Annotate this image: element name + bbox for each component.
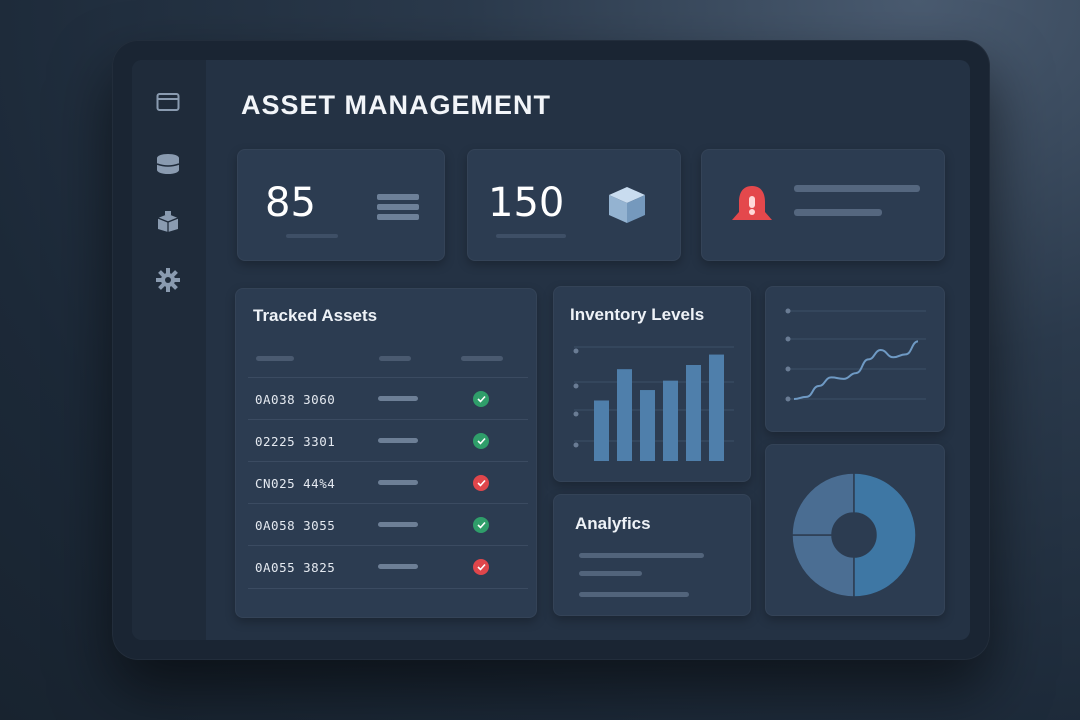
- stat-caption-placeholder: [286, 234, 338, 238]
- donut-chart: [791, 472, 917, 598]
- bar: [594, 400, 609, 461]
- axis-tick: [573, 411, 579, 417]
- asset-code: 02225 3301: [255, 434, 336, 449]
- gear-icon[interactable]: [154, 266, 182, 294]
- column-header: [461, 356, 503, 361]
- inventory-levels-panel: Inventory Levels: [553, 286, 751, 482]
- device-frame: ASSET MANAGEMENT 85 150 Tr: [112, 40, 990, 660]
- stat-card-inventory[interactable]: 150: [467, 149, 681, 261]
- check-icon: [473, 433, 489, 449]
- analytics-panel: Analyfics: [553, 494, 751, 616]
- bar: [686, 365, 701, 461]
- panel-title: Tracked Assets: [253, 306, 378, 325]
- trend-line-panel: [765, 286, 945, 432]
- sidebar: [132, 60, 206, 640]
- alert-text-placeholder: [794, 185, 920, 192]
- app-screen: ASSET MANAGEMENT 85 150 Tr: [132, 60, 970, 640]
- axis-tick: [785, 366, 791, 372]
- row-value-placeholder: [378, 438, 418, 443]
- alert-card[interactable]: [701, 149, 945, 261]
- stat-caption-placeholder: [496, 234, 566, 238]
- page-title: ASSET MANAGEMENT: [241, 90, 552, 120]
- table-row[interactable]: 0A038 3060: [248, 377, 528, 420]
- column-header: [256, 356, 294, 361]
- text-placeholder: [579, 553, 704, 558]
- window-icon[interactable]: [154, 88, 182, 116]
- donut-slice: [791, 472, 855, 536]
- cube-icon: [606, 184, 648, 231]
- bar: [709, 354, 724, 461]
- axis-tick: [785, 396, 791, 402]
- stat-value: 150: [488, 180, 565, 226]
- text-placeholder: [579, 592, 689, 597]
- series-line: [793, 340, 919, 400]
- alert-text-placeholder: [794, 209, 882, 216]
- row-value-placeholder: [378, 522, 418, 527]
- axis-tick: [573, 348, 579, 354]
- axis-tick: [573, 442, 579, 448]
- tracked-assets-panel: Tracked Assets 0A038 3060 02225 3301 CN0…: [235, 288, 537, 618]
- table-row[interactable]: CN025 44%4: [248, 461, 528, 504]
- donut-panel: [765, 444, 945, 616]
- trend-line-chart: [785, 308, 926, 402]
- axis-tick: [785, 308, 791, 314]
- axis-tick: [785, 336, 791, 342]
- column-header: [379, 356, 411, 361]
- text-placeholder: [579, 571, 642, 576]
- bar: [640, 390, 655, 461]
- table-row[interactable]: 02225 3301: [248, 419, 528, 462]
- asset-code: CN025 44%4: [255, 476, 336, 491]
- list-icon: [377, 194, 419, 225]
- row-value-placeholder: [378, 396, 418, 401]
- donut-slice: [791, 534, 855, 598]
- asset-code: 0A058 3055: [255, 518, 336, 533]
- asset-code: 0A055 3825: [255, 560, 336, 575]
- panel-title: Analyfics: [575, 514, 651, 533]
- row-value-placeholder: [378, 480, 418, 485]
- donut-slice: [853, 472, 917, 598]
- alert-bell-icon: [729, 184, 775, 233]
- package-icon[interactable]: [154, 208, 182, 236]
- error-check-icon: [473, 475, 489, 491]
- stat-value: 85: [265, 180, 316, 226]
- check-icon: [473, 391, 489, 407]
- check-icon: [473, 517, 489, 533]
- stat-card-assets[interactable]: 85: [237, 149, 445, 261]
- error-check-icon: [473, 559, 489, 575]
- bar: [663, 380, 678, 461]
- asset-code: 0A038 3060: [255, 392, 336, 407]
- row-value-placeholder: [378, 564, 418, 569]
- database-icon[interactable]: [154, 150, 182, 178]
- panel-title: Inventory Levels: [570, 305, 705, 324]
- axis-tick: [573, 383, 579, 389]
- bar: [617, 369, 632, 461]
- inventory-bar-chart: [573, 346, 734, 461]
- table-row[interactable]: 0A058 3055: [248, 503, 528, 546]
- table-row[interactable]: 0A055 3825: [248, 545, 528, 589]
